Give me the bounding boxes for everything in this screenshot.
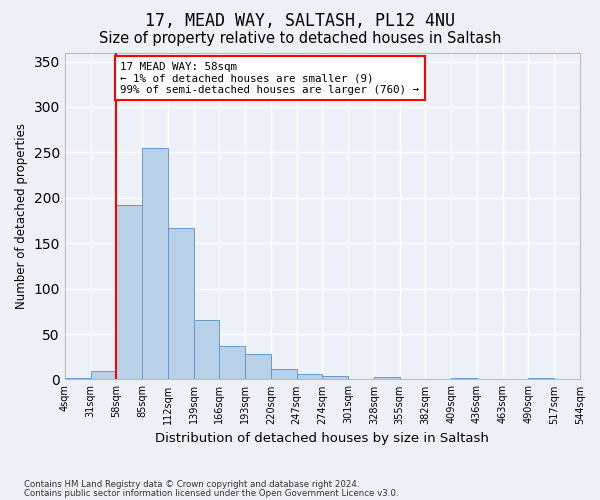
- Bar: [220, 346, 245, 380]
- Text: Contains public sector information licensed under the Open Government Licence v3: Contains public sector information licen…: [24, 488, 398, 498]
- Bar: [374, 376, 400, 380]
- Bar: [271, 370, 296, 380]
- Bar: [296, 374, 322, 380]
- Bar: [322, 376, 348, 380]
- Bar: [529, 378, 554, 380]
- Bar: [451, 378, 477, 380]
- X-axis label: Distribution of detached houses by size in Saltash: Distribution of detached houses by size …: [155, 432, 490, 445]
- Bar: [168, 228, 194, 380]
- Text: 17 MEAD WAY: 58sqm
← 1% of detached houses are smaller (9)
99% of semi-detached : 17 MEAD WAY: 58sqm ← 1% of detached hous…: [120, 62, 419, 95]
- Bar: [116, 205, 142, 380]
- Text: Size of property relative to detached houses in Saltash: Size of property relative to detached ho…: [99, 31, 501, 46]
- Bar: [91, 372, 116, 380]
- Bar: [194, 320, 220, 380]
- Bar: [245, 354, 271, 380]
- Bar: [142, 148, 168, 380]
- Text: Contains HM Land Registry data © Crown copyright and database right 2024.: Contains HM Land Registry data © Crown c…: [24, 480, 359, 489]
- Bar: [65, 378, 91, 380]
- Y-axis label: Number of detached properties: Number of detached properties: [15, 123, 28, 309]
- Text: 17, MEAD WAY, SALTASH, PL12 4NU: 17, MEAD WAY, SALTASH, PL12 4NU: [145, 12, 455, 30]
